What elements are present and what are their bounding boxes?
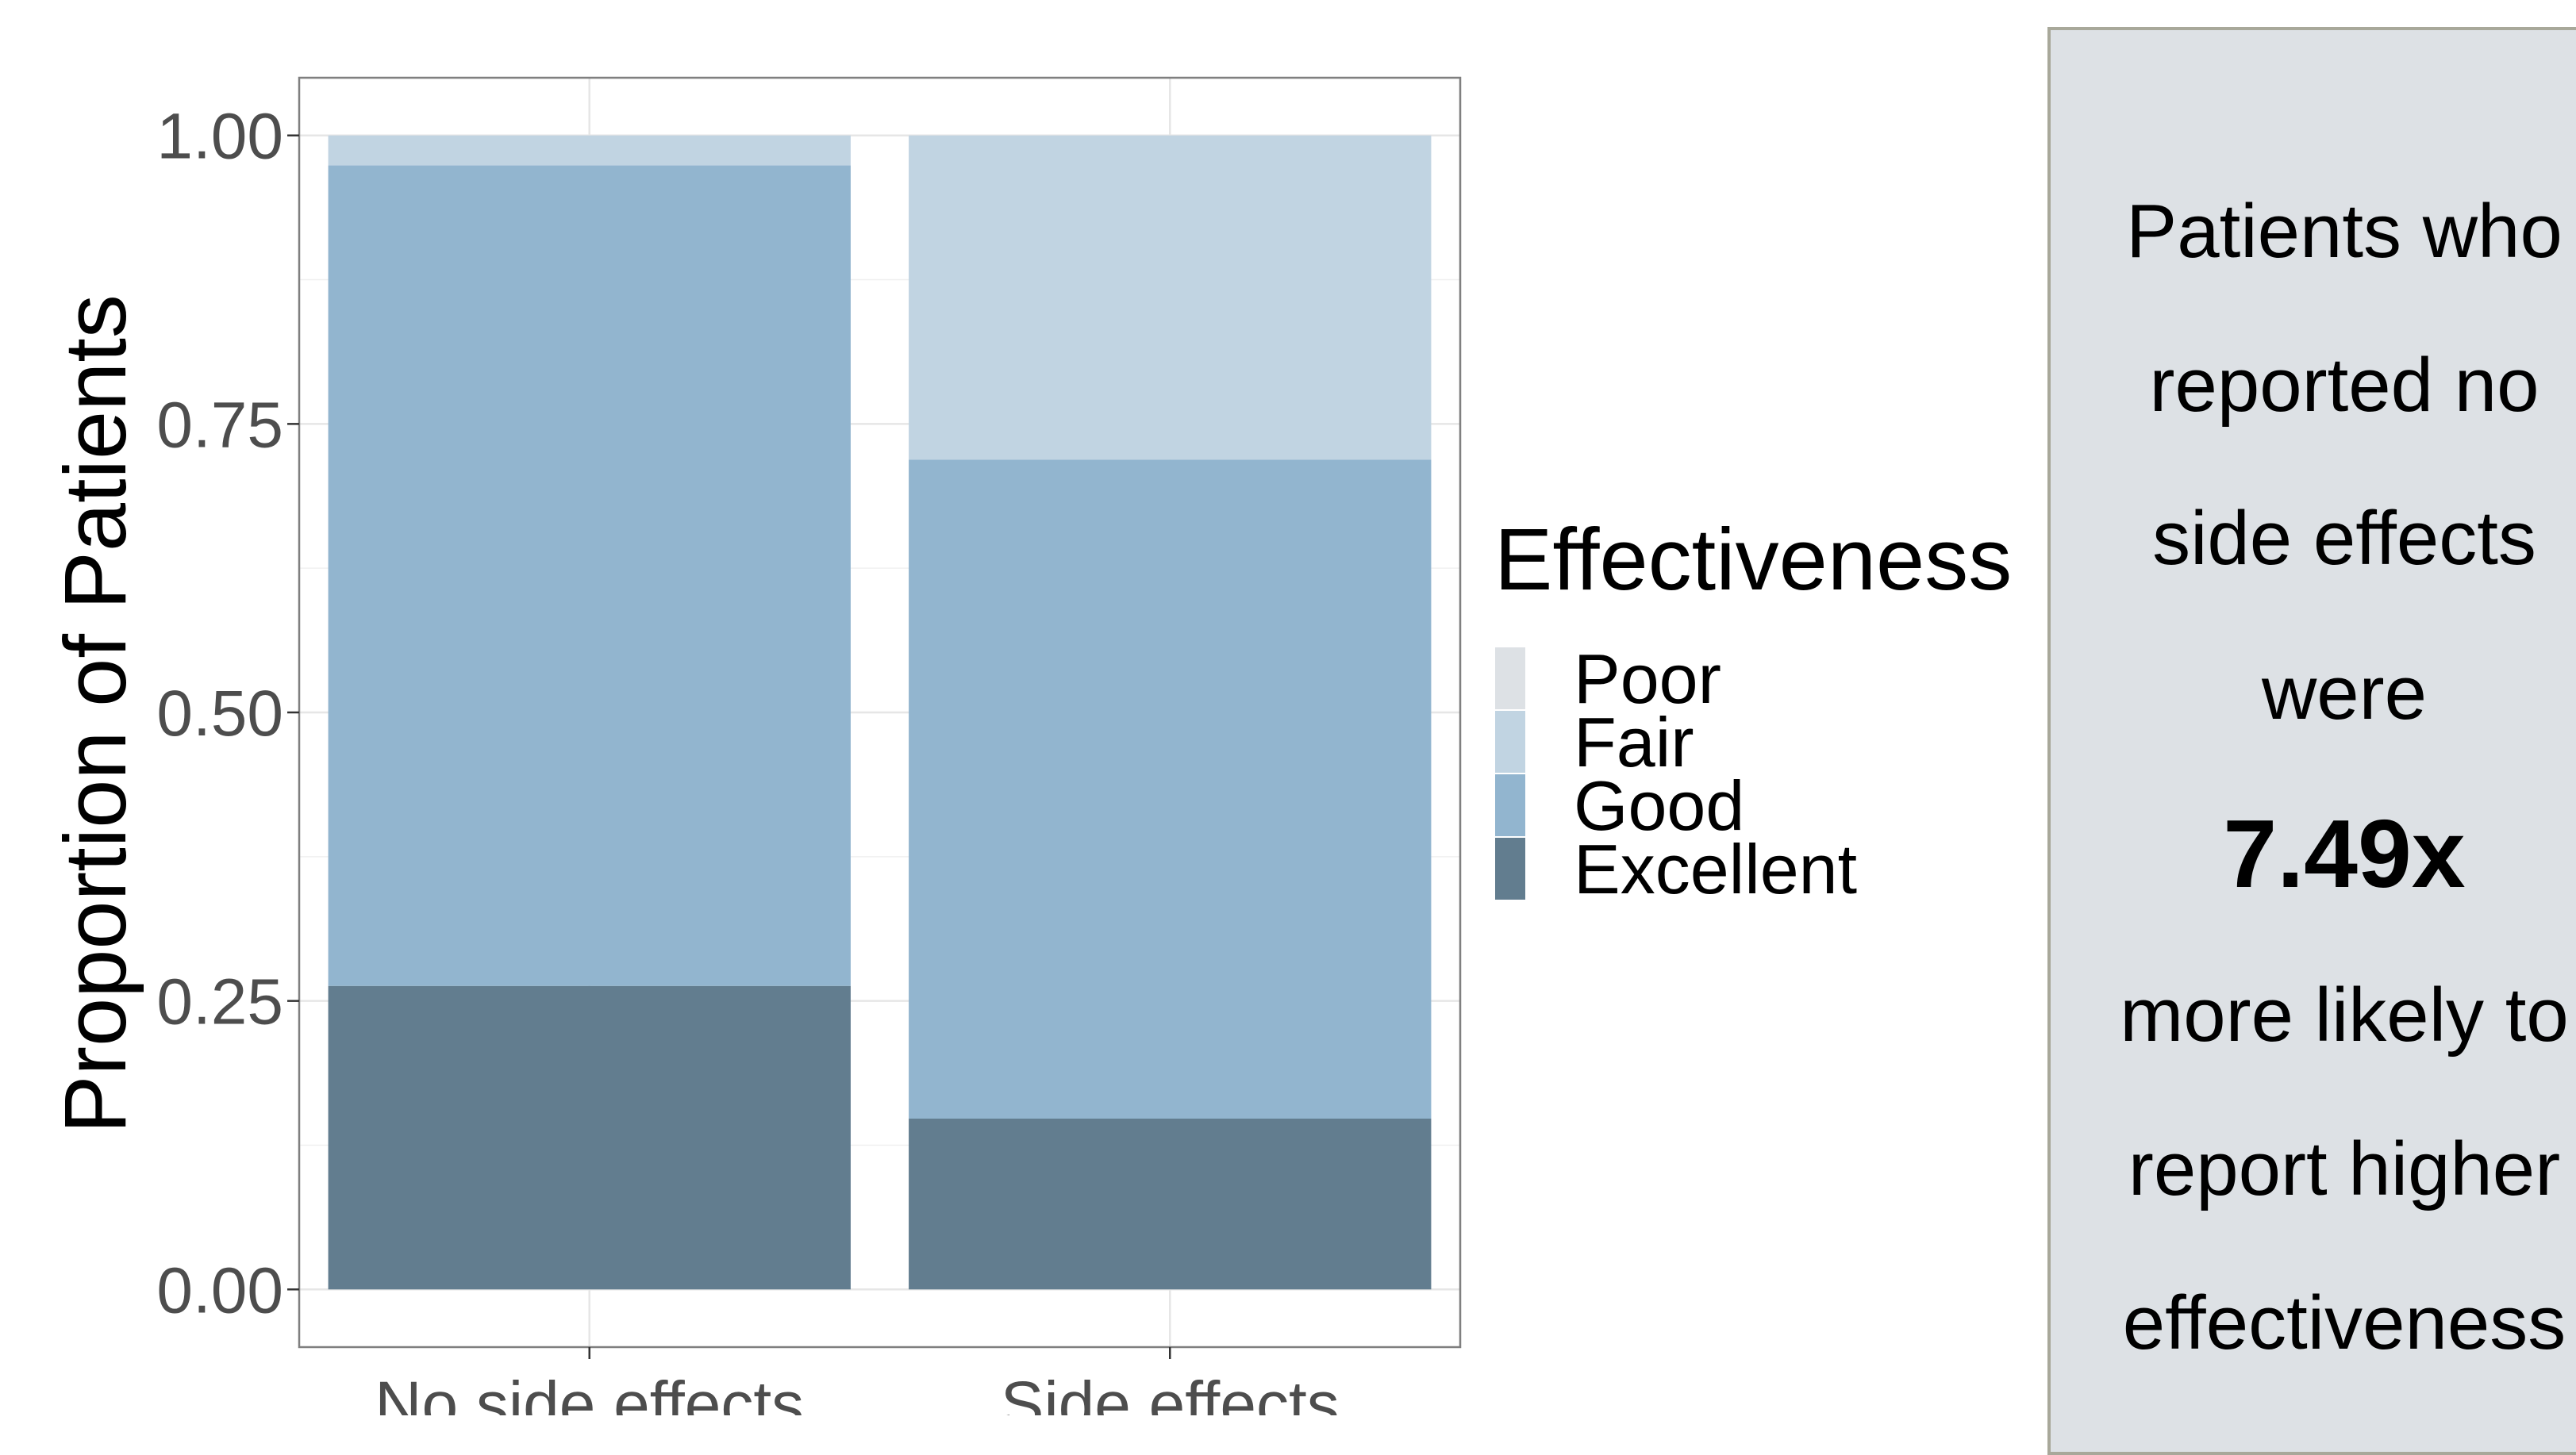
legend-key-good (1494, 773, 1527, 838)
bar-segment-fair (328, 135, 851, 166)
y-tick-label: 0.00 (156, 1254, 283, 1326)
x-tick-label: No side effects (375, 1369, 804, 1415)
legend-key-fair (1494, 709, 1527, 774)
x-axis: No side effects Side effects (375, 1347, 1340, 1415)
bar-segment-excellent (909, 1119, 1432, 1290)
annotation-highlight: 7.49x (2223, 800, 2466, 908)
legend-title: Effectiveness (1494, 511, 2012, 608)
legend-label: Fair (1574, 703, 1694, 781)
y-axis: 0.00 0.25 0.50 0.75 1.00 (156, 101, 299, 1326)
annotation-box: Patients who reported no side effects we… (2047, 27, 2576, 1455)
annotation-line: effectiveness (2122, 1280, 2566, 1365)
chart: 0.00 0.25 0.50 0.75 1.00 No side effects Side… (47, 76, 2012, 1415)
legend-key-excellent (1494, 836, 1527, 901)
legend-label: Excellent (1574, 830, 1857, 908)
y-axis-title: Proportion of Patients (47, 294, 144, 1134)
y-tick-label: 0.50 (156, 678, 283, 750)
annotation-line: side effects (2152, 496, 2536, 581)
bar-segment-excellent (328, 985, 851, 1290)
y-tick-label: 1.00 (156, 101, 283, 173)
x-tick-label: Side effects (1001, 1369, 1340, 1415)
legend-key-poor (1494, 646, 1527, 711)
annotation-line: reported no (2149, 343, 2539, 428)
y-tick-label: 0.75 (156, 389, 283, 461)
legend-label: Poor (1574, 639, 1721, 718)
bars (328, 135, 1432, 1290)
annotation-line: report higher (2128, 1127, 2561, 1211)
bar-segment-fair (909, 135, 1432, 460)
bar-segment-good (909, 459, 1432, 1119)
legend-label: Good (1574, 766, 1744, 845)
y-tick-label: 0.25 (156, 966, 283, 1038)
annotation-line: Patients who (2126, 189, 2563, 274)
bar-segment-good (328, 165, 851, 986)
annotation-line: were (2261, 651, 2428, 735)
annotation-line: more likely to (2120, 973, 2569, 1058)
